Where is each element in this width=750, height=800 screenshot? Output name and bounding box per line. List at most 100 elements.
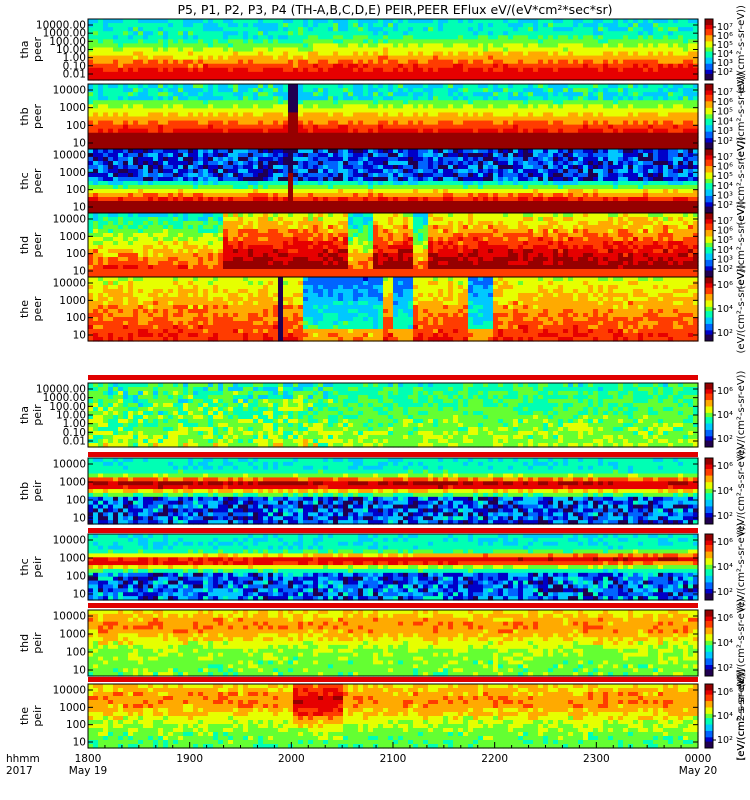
y-tick-label: 0.10 xyxy=(63,427,86,439)
y-tick-label: 10 xyxy=(73,330,86,342)
y-tick-label: 100 xyxy=(66,647,86,659)
panel-7: 10000 1000 100 10 thc peir 10² 10⁴ 10⁶ (eV/(cm²-s… xyxy=(18,522,747,611)
panel-species-label: peir xyxy=(31,404,44,426)
y-tick-label: 100 xyxy=(66,495,86,507)
colorbar-tick-label: 10⁴ xyxy=(717,116,733,127)
panel-probe-label: the xyxy=(18,300,31,318)
y-tick-label: 0.10 xyxy=(63,60,86,72)
colorbar: 10² 10⁴ 10⁶ (eV/(cm²-s-sr-eV)) xyxy=(704,446,747,535)
colorbar-tick-label: 10⁶ xyxy=(717,613,733,624)
colorbar-unit-label: (eV/(cm²-s-sr-eV)) xyxy=(736,72,747,161)
panel-frame xyxy=(87,609,699,677)
panel-4: 10000 1000 100 10 the peer 10² 10⁴ 10⁶ (eV/(cm²-s… xyxy=(18,264,747,353)
quality-flag-strip xyxy=(88,677,698,682)
colorbar-tick-label: 10⁴ xyxy=(717,638,733,649)
spectrogram-image xyxy=(88,149,699,214)
y-tick-label: 100 xyxy=(66,120,86,132)
y-tick-label: 1000.00 xyxy=(43,392,86,404)
colorbar-unit-label: (eV/(cm²-s-sr-eV)) xyxy=(736,598,747,687)
spectrogram-image xyxy=(88,610,699,677)
colorbar: 10² 10⁴ 10⁶ (eV/(cm²-s-sr-eV)) xyxy=(704,598,747,687)
panel-probe-label: thc xyxy=(18,558,31,575)
x-tick-label: 1800 xyxy=(75,753,102,765)
colorbar-tick-label: 10⁴ xyxy=(717,181,733,192)
colorbar-unit-label: (eV/(cm²-s-sr-eV)) xyxy=(736,370,747,459)
y-tick-label: 1000 xyxy=(59,629,86,641)
panel-frame xyxy=(87,457,699,525)
colorbar-tick-label: 10⁶ xyxy=(717,537,733,548)
y-tick-label: 10000 xyxy=(53,535,86,547)
panel-probe-label: thb xyxy=(18,107,31,125)
colorbar-unit-label: (eV/(cm²-s-sr-eV)) xyxy=(736,522,747,611)
panel-probe-label: thd xyxy=(18,634,31,652)
y-tick-label: 100 xyxy=(66,571,86,583)
panel-species-label: peir xyxy=(31,556,44,578)
panel-probe-label: tha xyxy=(18,406,31,424)
y-tick-label: 100 xyxy=(66,248,86,260)
quality-flag-strip xyxy=(88,452,698,457)
quality-flag-strip xyxy=(88,375,698,380)
panel-probe-label: the xyxy=(18,707,31,725)
panel-9: 10000 1000 100 10 the peir 10² 10⁴ 10⁶ (eV/(cm²-s… xyxy=(18,671,747,760)
y-tick-label: 10 xyxy=(73,665,86,677)
colorbar-tick-label: 10² xyxy=(717,434,733,445)
panel-species-label: peir xyxy=(31,705,44,727)
colorbar-tick-label: 10² xyxy=(717,328,733,339)
colorbar-tick-label: 10⁶ xyxy=(717,31,733,42)
x-tick-label: 2100 xyxy=(380,753,407,765)
colorbar-tick-label: 10⁷ xyxy=(717,87,733,98)
spectrogram-image xyxy=(88,277,699,342)
colorbar-tick-label: 10⁴ xyxy=(717,245,733,256)
y-tick-label: 1000 xyxy=(59,295,86,307)
y-tick-label: 10000 xyxy=(53,278,86,290)
colorbar-tick-label: 10³ xyxy=(717,58,733,69)
y-tick-label: 1000 xyxy=(59,477,86,489)
colorbar-tick-label: 10³ xyxy=(717,126,733,137)
colorbar-tick-label: 10⁶ xyxy=(717,97,733,108)
colorbar-unit-label: (eV/(cm²-s-sr-eV)) xyxy=(736,671,747,760)
panel-probe-label: thb xyxy=(18,482,31,500)
y-tick-label: 1000 xyxy=(59,167,86,179)
colorbar-tick-label: 10⁶ xyxy=(717,226,733,237)
colorbar-tick-label: 10⁶ xyxy=(717,687,733,698)
colorbar-labels: [eV/(cm2-s-sr-eV)] xyxy=(736,669,747,760)
y-tick-label: 10.00 xyxy=(56,44,86,56)
y-tick-label: 10000 xyxy=(53,150,86,162)
spectrogram-image xyxy=(88,458,699,525)
colorbar-tick-label: 10³ xyxy=(717,190,733,201)
panel-probe-label: tha xyxy=(18,40,31,58)
y-tick-label: 10 xyxy=(73,589,86,601)
y-tick-label: 10 xyxy=(73,266,86,278)
colorbar-unit-label: (eV/(cm²-s-sr-eV)) xyxy=(736,5,747,94)
colorbar-unit-label: (eV/(cm²-s-sr-eV)) xyxy=(736,200,747,289)
colorbar-tick-label: 10² xyxy=(717,264,733,275)
y-tick-label: 1000 xyxy=(59,702,86,714)
quality-flag-strip xyxy=(88,603,698,608)
y-tick-label: 0.01 xyxy=(63,69,86,81)
colorbar-unit-label: (eV/(cm²-s-sr-eV)) xyxy=(736,446,747,535)
colorbar-main-label: [eV/(cm2-s-sr-eV)] xyxy=(736,669,747,760)
y-tick-label: 100 xyxy=(66,312,86,324)
colorbar-tick-label: 10² xyxy=(717,735,733,746)
y-tick-label: 10000.00 xyxy=(36,384,86,396)
colorbar-tick-label: 10⁵ xyxy=(717,235,733,246)
y-tick-label: 10 xyxy=(73,737,86,749)
spectrogram-image xyxy=(88,534,699,601)
colorbar-tick-label: 10⁴ xyxy=(717,49,733,60)
colorbar-tick-label: 10⁶ xyxy=(717,461,733,472)
y-tick-label: 10.00 xyxy=(56,410,86,422)
colorbar-tick-label: 10³ xyxy=(717,254,733,265)
x-tick-date: May 20 xyxy=(679,765,717,777)
colorbar-tick-label: 10⁶ xyxy=(717,162,733,173)
colorbar-tick-label: 10⁷ xyxy=(717,152,733,163)
colorbar: 10² 10⁴ 10⁶ (eV/(cm²-s-sr-eV)) xyxy=(704,264,747,353)
y-tick-label: 10000 xyxy=(53,611,86,623)
